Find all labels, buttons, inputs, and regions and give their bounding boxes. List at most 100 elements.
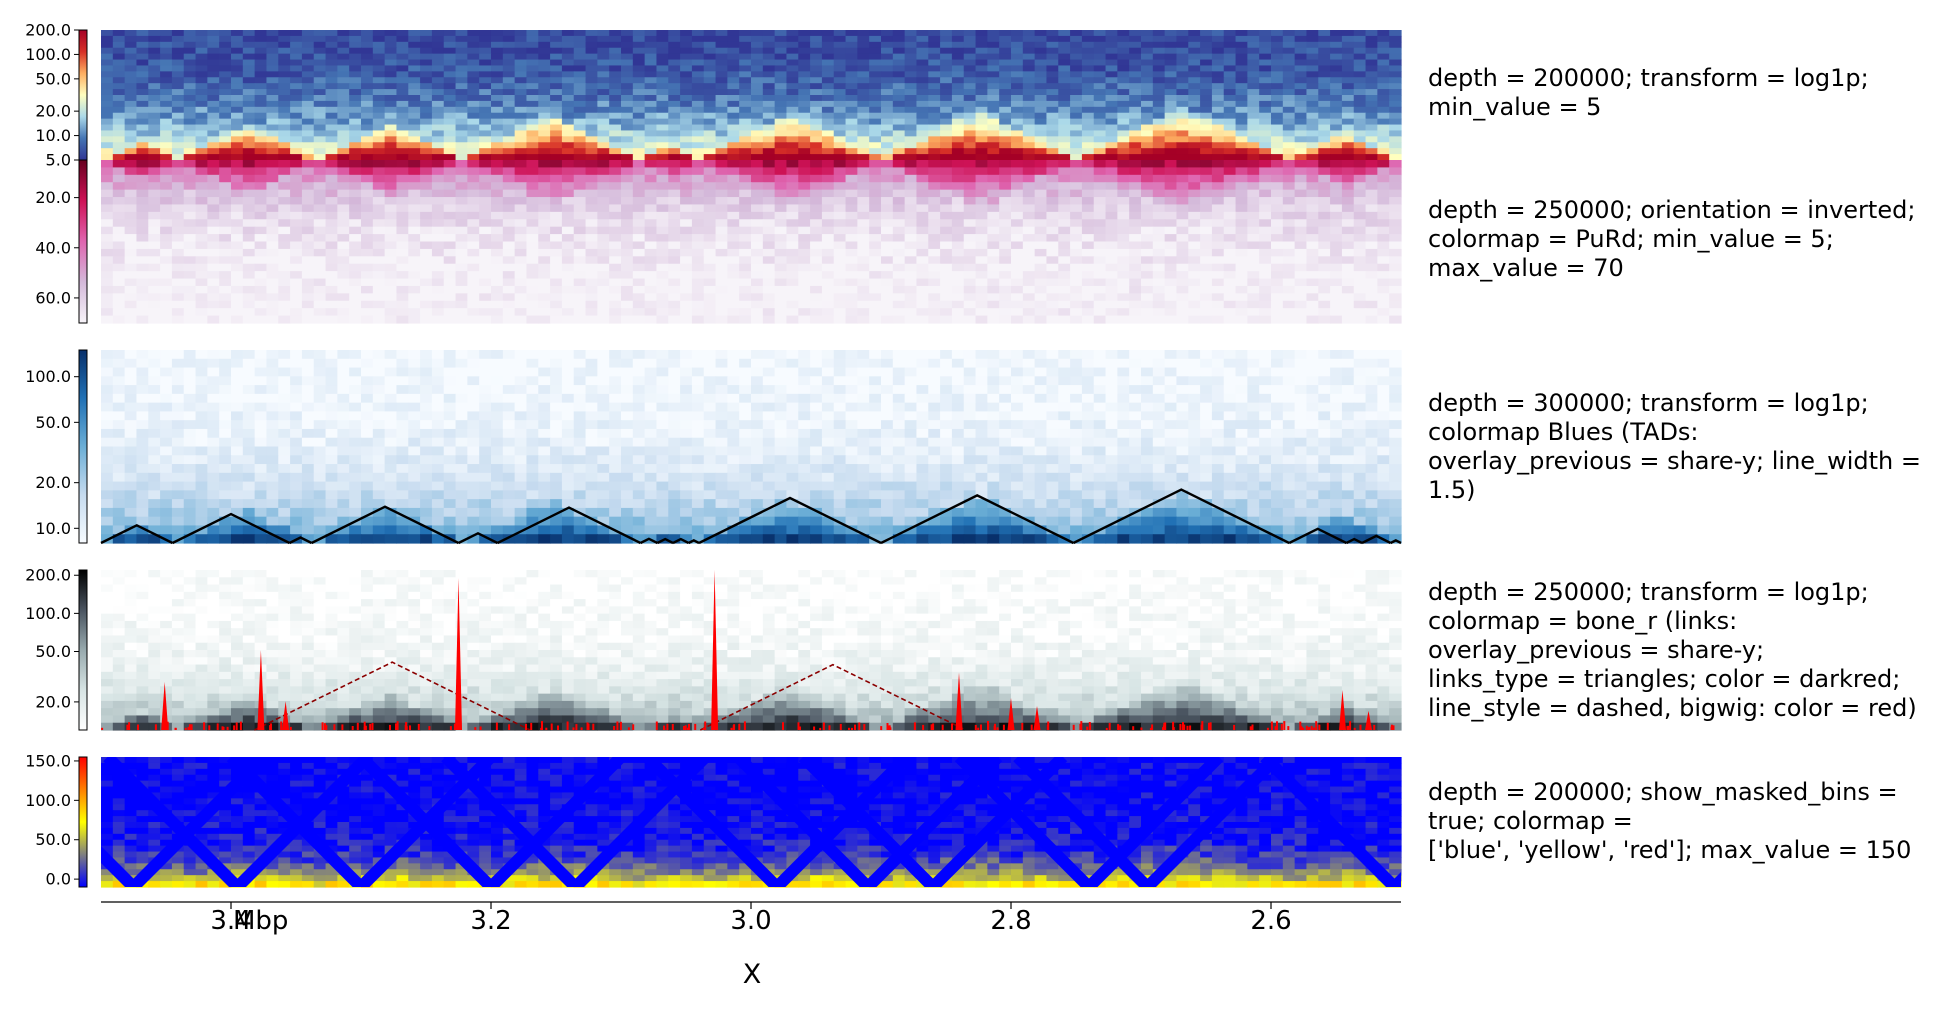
heatmap-cell	[526, 106, 539, 114]
heatmap-cell	[609, 226, 622, 235]
heatmap-hic3	[101, 350, 1402, 544]
heatmap-cell	[597, 71, 610, 78]
heatmap-cell	[1377, 219, 1390, 228]
heatmap-cell	[1377, 124, 1390, 132]
heatmap-cell	[1129, 112, 1142, 120]
heatmap-cell	[857, 118, 870, 126]
heatmap-cell	[1282, 226, 1296, 235]
heatmap-cell	[349, 308, 362, 317]
heatmap-cell	[160, 154, 173, 161]
heatmap-cell	[538, 59, 551, 67]
heatmap-cell	[810, 47, 823, 55]
heatmap-cell	[1164, 130, 1178, 137]
heatmap-cell	[1188, 293, 1201, 302]
heatmap-cell	[691, 83, 705, 90]
heatmap-cell	[467, 167, 480, 176]
heatmap-cell	[1117, 182, 1130, 191]
heatmap-cell	[455, 106, 468, 114]
heatmap-cell	[1353, 350, 1367, 360]
heatmap-cell	[1176, 167, 1189, 176]
heatmap-cell	[703, 83, 717, 90]
heatmap-cell	[431, 30, 445, 37]
heatmap-cell	[254, 59, 268, 67]
heatmap-cell	[1235, 278, 1248, 287]
heatmap-cell	[691, 124, 705, 132]
heatmap-cell	[1365, 197, 1378, 206]
heatmap-cell	[774, 112, 788, 120]
heatmap-cell	[680, 47, 693, 55]
heatmap-cell	[999, 174, 1012, 183]
heatmap-cell	[408, 189, 421, 198]
heatmap-cell	[443, 293, 457, 302]
heatmap-cell	[148, 30, 161, 37]
heatmap-cell	[124, 136, 138, 143]
heatmap-cell	[561, 285, 575, 294]
heatmap-cell	[1318, 350, 1331, 360]
heatmap-cell	[928, 53, 941, 61]
heatmap-cell	[975, 71, 988, 78]
heatmap-cell	[479, 226, 492, 235]
heatmap-cell	[727, 234, 740, 243]
heatmap-cell	[349, 271, 362, 280]
heatmap-cell	[136, 148, 149, 155]
heatmap-cell	[1282, 35, 1296, 43]
heatmap-cell	[881, 136, 894, 143]
heatmap-cell	[940, 106, 953, 114]
heatmap-cell	[1188, 167, 1201, 176]
heatmap-cell	[963, 174, 977, 183]
heatmap-cell	[561, 71, 575, 78]
heatmap-cell	[242, 226, 256, 235]
heatmap-cell	[1365, 189, 1378, 198]
heatmap-cell	[715, 315, 728, 324]
heatmap-cell	[538, 41, 551, 49]
heatmap-cell	[715, 106, 728, 114]
heatmap-cell	[337, 160, 350, 169]
heatmap-cell	[691, 30, 705, 37]
heatmap-cell	[101, 189, 114, 198]
heatmap-cell	[1152, 263, 1166, 272]
heatmap-cell	[550, 226, 563, 235]
heatmap-cell	[1389, 83, 1402, 90]
heatmap-cell	[278, 59, 291, 67]
heatmap-cell	[1070, 89, 1083, 96]
heatmap-cell	[1141, 278, 1154, 287]
heatmap-cell	[597, 350, 610, 360]
heatmap-cell	[1117, 350, 1130, 360]
heatmap-cell	[1093, 136, 1107, 143]
heatmap-cell	[691, 100, 705, 108]
heatmap-cell	[361, 124, 374, 132]
heatmap-cell	[668, 293, 681, 302]
heatmap-cell	[1330, 293, 1343, 302]
heatmap-cell	[136, 315, 149, 324]
heatmap-cell	[786, 256, 799, 265]
heatmap-cell	[231, 226, 244, 235]
heatmap-cell	[183, 106, 197, 114]
heatmap-cell	[1377, 59, 1390, 67]
heatmap-cell	[869, 226, 882, 235]
heatmap-cell	[1176, 106, 1189, 114]
heatmap-cell	[1188, 118, 1201, 126]
heatmap-cell	[1022, 285, 1036, 294]
heatmap-cell	[171, 160, 185, 169]
heatmap-cell	[715, 95, 728, 102]
heatmap-cell	[597, 219, 610, 228]
heatmap-cell	[1129, 142, 1142, 149]
heatmap-cell	[1282, 136, 1296, 143]
heatmap-cell	[1034, 263, 1048, 272]
heatmap-cell	[1353, 263, 1367, 272]
heatmap-cell	[136, 197, 149, 206]
heatmap-cell	[1105, 308, 1118, 317]
heatmap-cell	[408, 315, 421, 324]
heatmap-cell	[940, 234, 953, 243]
heatmap-cell	[1058, 142, 1071, 149]
heatmap-cell	[1211, 308, 1225, 317]
heatmap-cell	[112, 124, 126, 132]
heatmap-cell	[904, 197, 918, 206]
heatmap-cell	[313, 293, 327, 302]
heatmap-cell	[195, 47, 208, 55]
heatmap-cell	[1235, 83, 1248, 90]
heatmap-cell	[821, 106, 835, 114]
heatmap-cell	[361, 118, 374, 126]
heatmap-cell	[420, 118, 433, 126]
heatmap-cell	[656, 83, 669, 90]
